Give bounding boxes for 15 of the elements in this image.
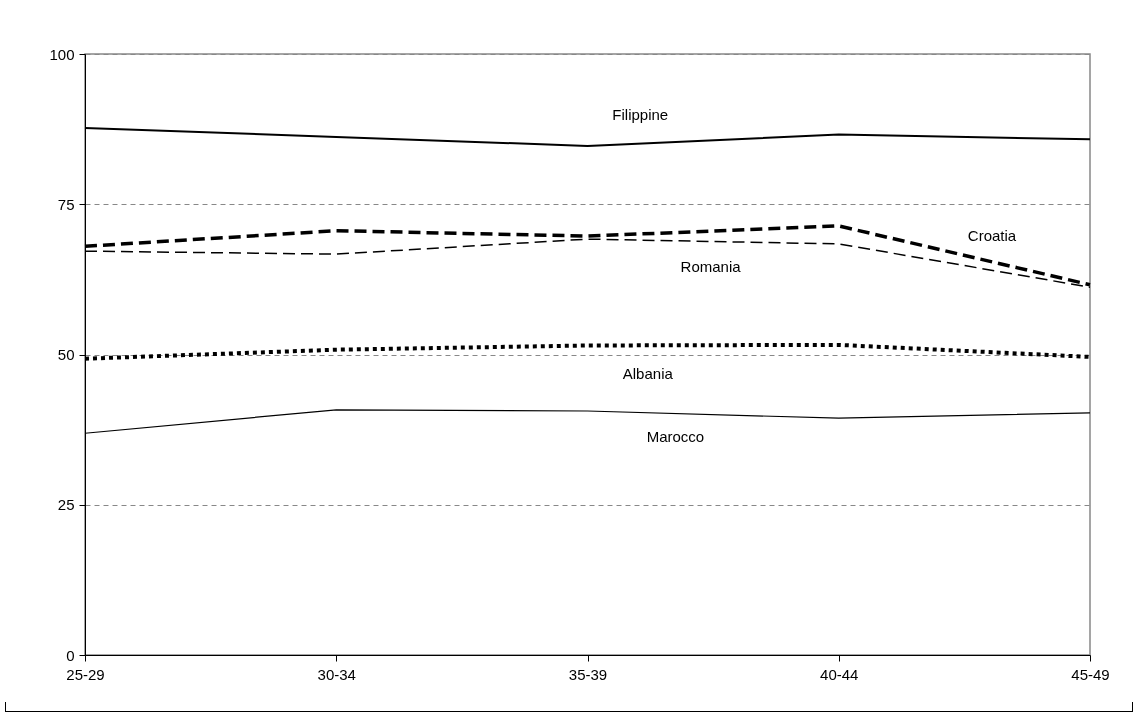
y-tick-label: 0 (66, 646, 75, 664)
x-tick-label: 40-44 (820, 665, 859, 683)
series-label: Albania (622, 364, 674, 382)
series-label: Filippine (612, 106, 669, 124)
series-label: Marocco (646, 427, 705, 445)
y-tick-label: 75 (57, 195, 75, 213)
series-label: Romania (680, 258, 742, 276)
y-tick-label: 50 (57, 346, 75, 363)
x-tick-label: 30-34 (317, 665, 356, 683)
x-tick-label: 35-39 (568, 665, 608, 683)
x-tick-label: 45-49 (1071, 665, 1110, 683)
y-tick-label: 25 (57, 496, 75, 514)
series-label: Croatia (967, 227, 1017, 245)
x-tick-label: 25-29 (66, 665, 105, 683)
y-tick-label: 100 (49, 45, 75, 63)
